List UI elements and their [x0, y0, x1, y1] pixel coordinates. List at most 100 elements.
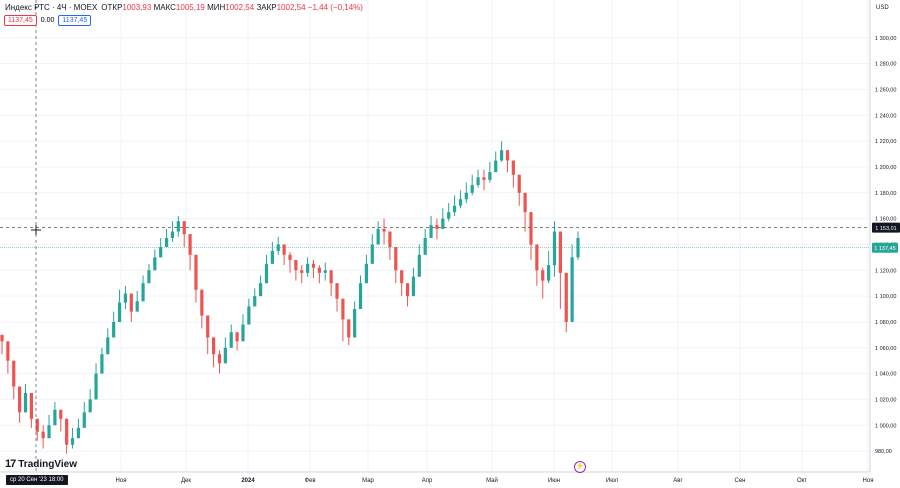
candle-body — [129, 293, 133, 312]
low-label: МИН — [207, 3, 226, 12]
candle-body — [317, 267, 321, 273]
y-tick-label: 1 000,00 — [875, 423, 896, 429]
candle-body — [329, 270, 333, 284]
candle-body — [217, 354, 222, 364]
candle-body — [23, 392, 28, 413]
high-value: 1005,19 — [175, 3, 205, 12]
candle-body — [499, 150, 504, 161]
candle-body — [235, 332, 239, 342]
candle-body — [464, 192, 468, 200]
candle-body — [200, 289, 204, 316]
flash-icon[interactable]: ⚡ — [574, 461, 586, 473]
candle-body — [505, 150, 510, 161]
candle-body — [452, 205, 457, 213]
candle-body — [264, 263, 269, 284]
x-tick-label: Июл — [606, 478, 619, 484]
candle-body — [311, 263, 316, 268]
crosshair-time-label: ср 20 Сен '23 18:00 — [6, 475, 68, 485]
candle-body — [76, 427, 81, 439]
candle-body — [170, 231, 175, 238]
candle-body — [41, 431, 45, 439]
currency-label[interactable]: USD — [876, 5, 889, 11]
candle-body — [411, 276, 416, 297]
y-tick-label: 1 080,00 — [875, 320, 896, 326]
candle-body — [482, 177, 486, 180]
y-tick-label: 1 060,00 — [875, 346, 896, 352]
open-value: 1003,93 — [122, 3, 152, 12]
candle-body — [447, 212, 451, 219]
candle-body — [35, 418, 39, 432]
candles — [0, 141, 580, 454]
candle-body — [441, 218, 445, 229]
y-tick-label: 1 180,00 — [875, 191, 896, 197]
trade-buttons: 1137,45 0.00 1137,45 — [4, 15, 92, 26]
x-tick-label: Сен — [735, 478, 746, 484]
y-tick-label: 1 240,00 — [875, 113, 896, 119]
candle-body — [106, 337, 110, 355]
candle-body — [135, 301, 139, 312]
sell-button[interactable]: 1137,45 — [4, 15, 37, 26]
x-tick-label: Фев — [304, 478, 315, 484]
legend-header: Индекс РТС · 4Ч · MOEX ОТКР1003,93 МАКС1… — [5, 3, 363, 12]
candle-body — [241, 324, 245, 342]
candle-body — [494, 160, 498, 173]
buy-button[interactable]: 1137,45 — [58, 15, 92, 26]
candle-body — [176, 221, 180, 232]
candle-body — [529, 212, 533, 245]
candle-body — [82, 412, 86, 428]
candle-body — [0, 334, 4, 342]
candle-body — [552, 231, 557, 266]
candle-body — [382, 228, 386, 232]
candle-body — [29, 392, 33, 419]
price-axis[interactable]: 980,00 1 000,00 1 020,00 1 040,00 1 060,00 1 … — [869, 0, 896, 472]
x-tick-label: Окт — [797, 478, 807, 484]
crosshair-price-label: 1 153,01 — [875, 226, 896, 232]
candle-body — [153, 257, 157, 271]
chart-grid — [0, 0, 870, 472]
tradingview-logo[interactable]: 17 TradingView — [5, 458, 77, 470]
candle-body — [511, 160, 515, 175]
candle-body — [188, 234, 192, 255]
candle-body — [558, 231, 562, 273]
change-value: −1,44 (−0,14%) — [307, 3, 363, 12]
y-tick-label: 1 200,00 — [875, 165, 896, 171]
candle-body — [517, 174, 521, 193]
candle-body — [47, 425, 51, 439]
candle-body — [123, 293, 128, 303]
candle-body — [159, 247, 163, 258]
candle-body — [182, 221, 186, 235]
close-label: ЗАКР — [256, 3, 277, 12]
x-tick-label: 2024 — [241, 478, 255, 484]
candle-body — [541, 270, 545, 281]
candle-body — [488, 172, 492, 180]
open-label: ОТКР — [101, 3, 123, 12]
candle-body — [94, 373, 98, 400]
candle-body — [211, 337, 216, 355]
candle-body — [6, 341, 10, 361]
candle-body — [547, 265, 551, 281]
time-axis[interactable]: Ноя Дек 2024 Фев Мар Апр Май Июн Июл Авг Сен Окт Ноя — [0, 471, 874, 484]
candle-body — [376, 228, 380, 245]
candle-body — [476, 177, 480, 186]
x-tick-label: Ноя — [863, 478, 874, 484]
candle-body — [564, 272, 568, 322]
x-tick-label: Авг — [673, 478, 683, 484]
symbol-title[interactable]: Индекс РТС · 4Ч · MOEX — [5, 3, 98, 12]
candle-body — [435, 225, 439, 229]
candle-body — [335, 283, 339, 299]
candle-body — [364, 263, 369, 284]
candle-body — [270, 250, 274, 264]
y-tick-label: 1 260,00 — [875, 87, 896, 93]
brand-name: TradingView — [18, 458, 77, 470]
close-value: 1002,54 — [276, 3, 306, 12]
candle-body — [405, 283, 410, 297]
high-label: МАКС — [153, 3, 176, 12]
spread-value: 0.00 — [40, 17, 55, 24]
candle-body — [18, 386, 22, 413]
candle-body — [347, 319, 351, 338]
candle-body — [388, 231, 392, 248]
candle-body — [353, 309, 357, 338]
candle-body — [523, 192, 527, 213]
candle-body — [370, 244, 374, 264]
